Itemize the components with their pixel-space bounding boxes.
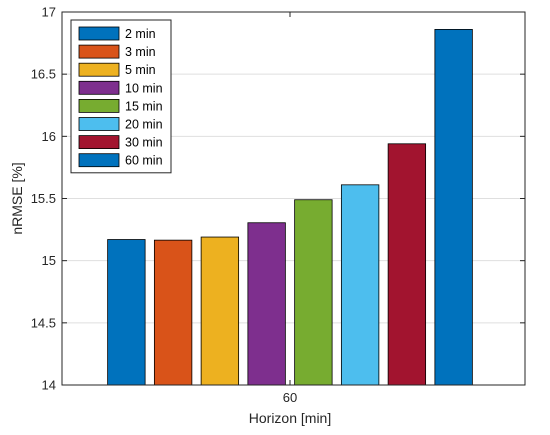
legend-swatch xyxy=(78,135,120,150)
bar-60-min xyxy=(434,29,473,386)
y-tick-label: 14 xyxy=(42,378,56,393)
legend-swatch xyxy=(78,26,120,41)
y-axis-ticks: 14 14.5 15 15.5 16 16.5 17 xyxy=(31,5,525,393)
legend-label: 10 min xyxy=(125,81,163,95)
legend-label: 30 min xyxy=(125,136,163,150)
x-axis-label: Horizon [min] xyxy=(249,410,331,426)
legend-label: 2 min xyxy=(125,27,156,41)
y-tick-label: 14.5 xyxy=(31,315,56,330)
legend-box xyxy=(70,19,172,174)
legend-label: 5 min xyxy=(125,63,156,77)
legend: 2 min 3 min 5 min 10 min 15 min 20 min 30 min 6… xyxy=(70,19,172,174)
bar-3-min xyxy=(153,239,193,386)
legend-label: 20 min xyxy=(125,118,163,132)
y-tick-label: 16 xyxy=(42,129,56,144)
legend-swatch xyxy=(78,62,120,77)
y-tick-label: 15.5 xyxy=(31,191,56,206)
bar-2-min xyxy=(107,239,146,386)
y-tick-label: 16.5 xyxy=(31,67,56,82)
bar-10-min xyxy=(247,222,286,386)
legend-label: 3 min xyxy=(125,45,156,59)
bar-15-min xyxy=(294,199,333,386)
legend-label: 15 min xyxy=(125,99,163,113)
bars xyxy=(107,29,473,386)
bar-5-min xyxy=(200,236,240,386)
bar-30-min xyxy=(387,143,427,386)
bar-20-min xyxy=(340,184,380,386)
x-tick-label: 60 xyxy=(283,390,297,405)
x-axis-ticks: 60 xyxy=(283,12,297,405)
legend-swatch xyxy=(78,117,120,131)
legend-swatch xyxy=(78,153,120,168)
legend-label: 60 min xyxy=(125,154,163,168)
legend-swatch xyxy=(78,80,120,95)
legend-swatch xyxy=(78,99,120,113)
y-axis-label: nRMSE [%] xyxy=(9,162,25,234)
y-tick-label: 17 xyxy=(42,5,56,20)
y-tick-label: 15 xyxy=(42,253,56,268)
legend-swatch xyxy=(78,44,120,59)
